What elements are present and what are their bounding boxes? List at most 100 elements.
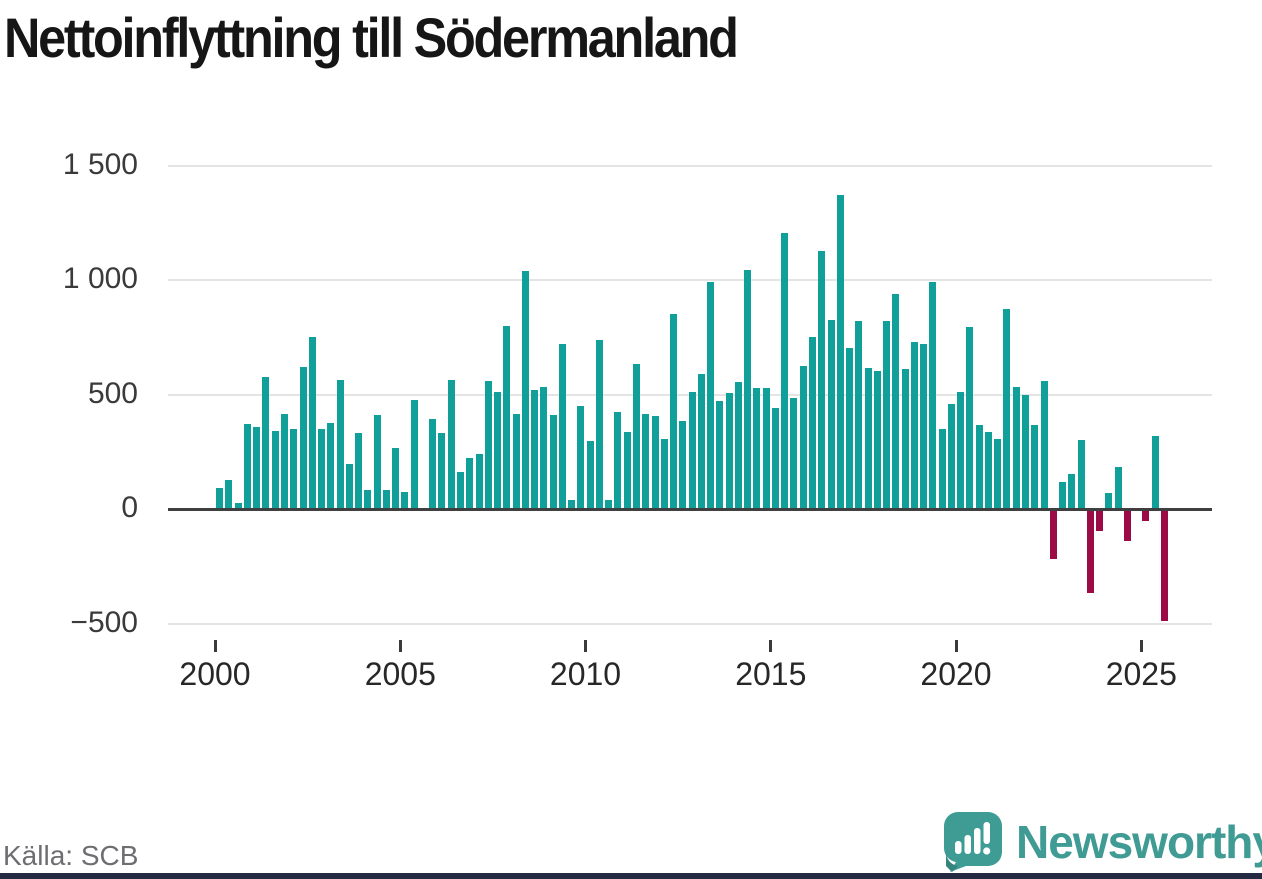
bar[interactable]: [929, 282, 937, 509]
bar[interactable]: [392, 448, 400, 509]
bar[interactable]: [290, 428, 298, 510]
bar[interactable]: [1114, 466, 1122, 509]
bar[interactable]: [540, 386, 548, 509]
bar[interactable]: [957, 392, 965, 509]
bar[interactable]: [225, 480, 233, 509]
bar[interactable]: [799, 365, 807, 509]
bar[interactable]: [938, 428, 946, 510]
bar[interactable]: [1022, 394, 1029, 509]
bar[interactable]: [549, 415, 557, 509]
bar[interactable]: [438, 433, 446, 509]
bar[interactable]: [484, 380, 492, 509]
bar[interactable]: [373, 415, 381, 509]
bar[interactable]: [262, 377, 270, 509]
bar[interactable]: [577, 405, 585, 509]
bar[interactable]: [1142, 511, 1150, 522]
bar[interactable]: [910, 341, 918, 509]
bar[interactable]: [475, 454, 483, 509]
bar[interactable]: [716, 401, 724, 509]
bar[interactable]: [1003, 308, 1011, 509]
bar[interactable]: [836, 195, 844, 509]
bar[interactable]: [345, 464, 353, 509]
bar[interactable]: [494, 392, 501, 509]
bar[interactable]: [281, 414, 288, 509]
bar[interactable]: [605, 499, 613, 509]
bar[interactable]: [216, 488, 224, 509]
bar[interactable]: [873, 370, 881, 509]
bar[interactable]: [466, 457, 474, 509]
bar[interactable]: [855, 321, 863, 509]
bar[interactable]: [253, 426, 261, 509]
bar[interactable]: [707, 282, 714, 509]
bar[interactable]: [429, 418, 437, 509]
bar[interactable]: [243, 424, 251, 509]
bar[interactable]: [1096, 511, 1104, 531]
bar[interactable]: [401, 491, 409, 509]
bar[interactable]: [1160, 511, 1168, 621]
bar[interactable]: [697, 373, 705, 509]
bar[interactable]: [531, 389, 539, 509]
bar[interactable]: [447, 379, 455, 509]
bar[interactable]: [1123, 511, 1131, 541]
bar[interactable]: [234, 503, 242, 509]
bar[interactable]: [688, 392, 696, 509]
bar[interactable]: [818, 251, 826, 509]
bar[interactable]: [883, 321, 890, 509]
bar[interactable]: [410, 400, 418, 509]
bar[interactable]: [1012, 386, 1020, 509]
bar[interactable]: [1086, 511, 1094, 594]
bar[interactable]: [679, 420, 687, 509]
bar[interactable]: [614, 411, 622, 509]
bar[interactable]: [1077, 440, 1085, 509]
bar[interactable]: [660, 439, 668, 509]
bar[interactable]: [364, 489, 372, 509]
bar[interactable]: [558, 344, 566, 509]
bar[interactable]: [1040, 380, 1048, 509]
bar[interactable]: [725, 393, 733, 509]
bar[interactable]: [651, 416, 659, 509]
bar[interactable]: [512, 414, 520, 509]
bar[interactable]: [1031, 425, 1039, 509]
bar[interactable]: [595, 339, 603, 509]
bar[interactable]: [734, 381, 742, 509]
bar[interactable]: [1068, 473, 1076, 509]
bar[interactable]: [382, 489, 390, 509]
bar[interactable]: [457, 472, 464, 509]
bar[interactable]: [994, 439, 1002, 509]
bar[interactable]: [586, 441, 594, 509]
bar[interactable]: [308, 337, 316, 510]
bar[interactable]: [864, 368, 872, 509]
bar[interactable]: [901, 369, 909, 509]
bar[interactable]: [632, 363, 640, 509]
bar[interactable]: [318, 428, 325, 510]
bar[interactable]: [975, 425, 983, 509]
bar[interactable]: [753, 387, 761, 509]
bar[interactable]: [846, 347, 853, 509]
bar[interactable]: [1059, 481, 1066, 509]
bar[interactable]: [808, 337, 816, 510]
bar[interactable]: [966, 326, 974, 509]
bar[interactable]: [1151, 435, 1159, 509]
bar[interactable]: [271, 431, 279, 509]
newsworthy-logo[interactable]: Newsworthy: [944, 812, 1262, 872]
bar[interactable]: [762, 387, 770, 509]
bar[interactable]: [984, 432, 992, 509]
bar[interactable]: [568, 499, 576, 509]
bar[interactable]: [947, 403, 955, 509]
bar[interactable]: [892, 293, 900, 509]
bar[interactable]: [790, 397, 798, 509]
bar[interactable]: [670, 314, 677, 510]
bar[interactable]: [1049, 511, 1057, 560]
bar[interactable]: [1105, 493, 1113, 509]
bar[interactable]: [642, 414, 650, 509]
bar[interactable]: [623, 432, 631, 509]
bar[interactable]: [521, 270, 529, 509]
bar[interactable]: [744, 269, 752, 509]
bar[interactable]: [920, 344, 928, 509]
bar[interactable]: [771, 408, 779, 509]
bar[interactable]: [299, 367, 307, 509]
bar[interactable]: [781, 233, 789, 509]
bar[interactable]: [827, 320, 835, 509]
bar[interactable]: [503, 325, 511, 509]
bar[interactable]: [327, 423, 335, 509]
